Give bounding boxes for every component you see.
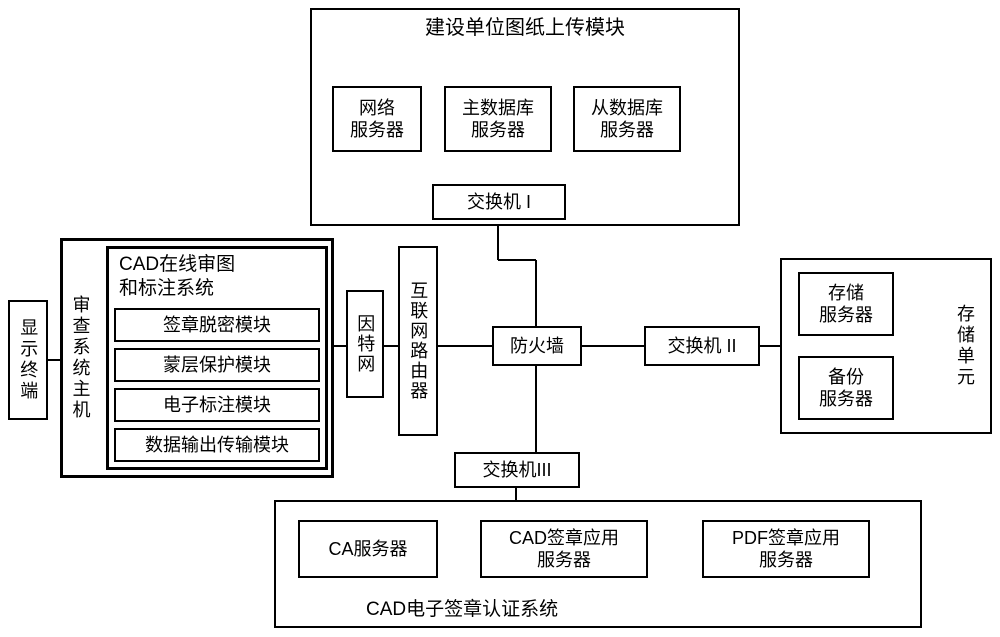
storage-server: 存储 服务器	[798, 272, 894, 336]
switch-3: 交换机III	[454, 452, 580, 488]
top-main-db: 主数据库 服务器	[444, 86, 552, 152]
display-terminal-label: 显示终端	[17, 318, 40, 402]
internet-label: 因特网	[354, 314, 377, 374]
mod-sign-decrypt: 签章脱密模块	[114, 308, 320, 342]
ca-container-title: CAD电子签章认证系统	[276, 598, 558, 626]
mod-data-output: 数据输出传输模块	[114, 428, 320, 462]
router: 互联网路由器	[398, 246, 438, 436]
firewall: 防火墙	[492, 326, 582, 366]
pdf-sign-server: PDF签章应用 服务器	[702, 520, 870, 578]
storage-container-title: 存储单元	[954, 304, 977, 388]
top-container-title: 建设单位图纸上传模块	[312, 10, 738, 41]
top-slave-db: 从数据库 服务器	[573, 86, 681, 152]
switch-2: 交换机 II	[644, 326, 760, 366]
top-net-server: 网络 服务器	[332, 86, 422, 152]
cad-sign-server: CAD签章应用 服务器	[480, 520, 648, 578]
review-host-title: 审查系统主机	[69, 295, 92, 421]
display-terminal: 显示终端	[8, 300, 48, 420]
switch-1: 交换机 I	[432, 184, 566, 220]
ca-server: CA服务器	[298, 520, 438, 578]
router-label: 互联网路由器	[407, 281, 430, 401]
mod-mask-protect: 蒙层保护模块	[114, 348, 320, 382]
backup-server: 备份 服务器	[798, 356, 894, 420]
cad-system-title: CAD在线审图 和标注系统	[109, 249, 325, 301]
mod-annotation: 电子标注模块	[114, 388, 320, 422]
internet: 因特网	[346, 290, 384, 398]
